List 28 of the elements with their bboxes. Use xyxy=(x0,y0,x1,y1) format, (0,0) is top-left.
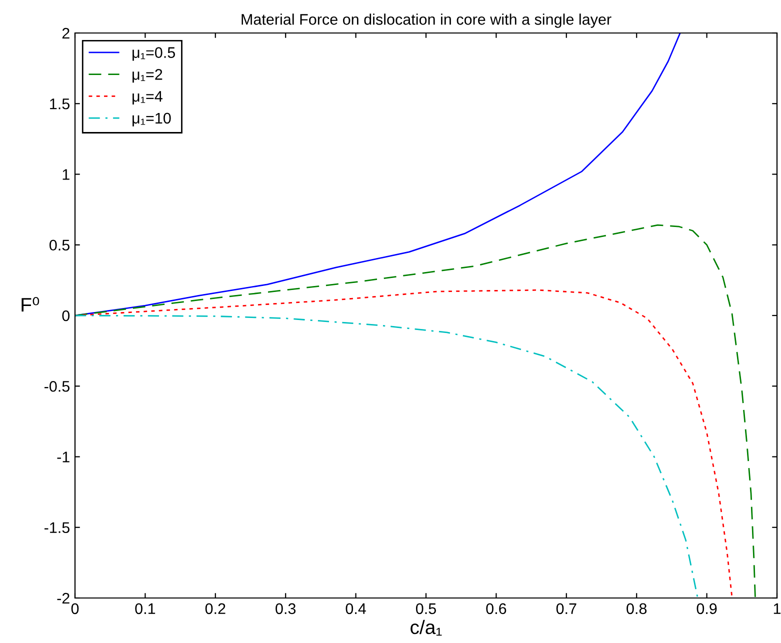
x-tick-label: 0.1 xyxy=(135,603,156,614)
x-tick-label: 0.5 xyxy=(416,603,436,614)
x-tick-label: 0 xyxy=(71,603,79,614)
y-tick-label: 1.5 xyxy=(50,98,70,110)
y-axis-title: F⁰ xyxy=(22,297,40,312)
x-tick-label: 0.4 xyxy=(346,603,366,614)
y-tick-label: 0 xyxy=(62,310,70,322)
x-tick-label: 0.9 xyxy=(696,603,717,614)
y-tick-label: 2 xyxy=(62,28,70,39)
x-tick-label: 0.3 xyxy=(276,603,296,614)
chart-title: Material Force on dislocation in core with a single layer xyxy=(242,14,612,28)
x-tick-label: 0.7 xyxy=(556,603,576,614)
y-tick-label: -0.5 xyxy=(44,380,70,392)
legend-label: μ₁=4 xyxy=(132,91,162,105)
x-axis-title: c/a₁ xyxy=(410,620,442,636)
x-tick-label: 0.6 xyxy=(486,603,506,614)
y-tick-label: 0.5 xyxy=(50,240,70,251)
legend-label: μ₁=2 xyxy=(132,69,162,83)
y-tick-label: 1 xyxy=(62,169,70,180)
y-tick-label: -1.5 xyxy=(44,522,70,534)
line-series xyxy=(75,224,756,598)
y-tick-label: -2 xyxy=(57,592,70,604)
x-tick-label: 1 xyxy=(774,603,781,614)
x-tick-label: 0.8 xyxy=(626,603,647,614)
x-tick-label: 0.2 xyxy=(205,603,226,614)
legend-label: μ₁=0.5 xyxy=(132,47,176,61)
y-tick-label: -1 xyxy=(57,452,70,462)
legend-label: μ₁=10 xyxy=(132,112,171,126)
